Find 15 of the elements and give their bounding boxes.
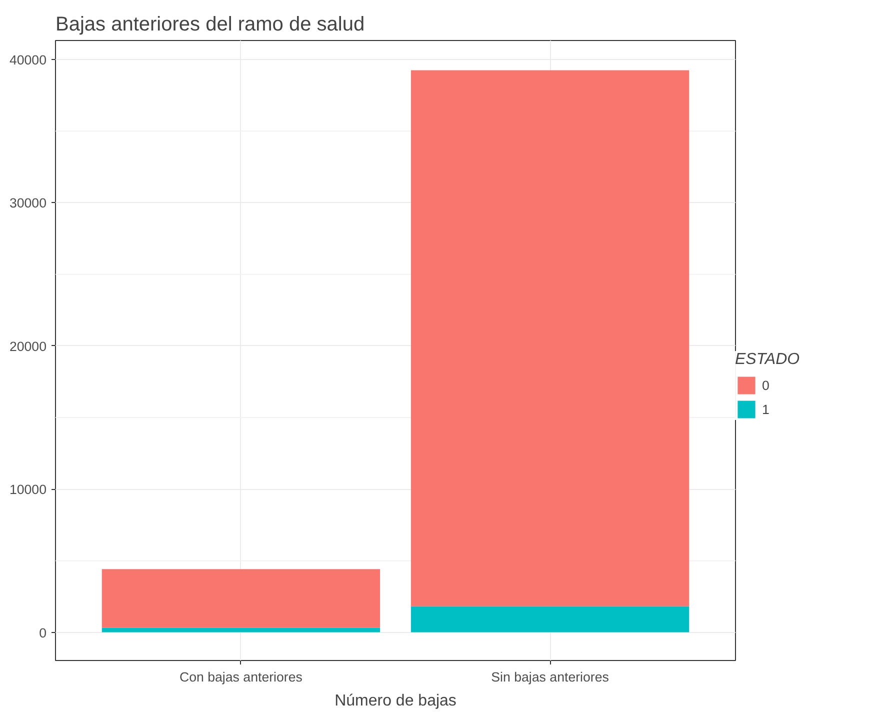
legend-label: 1	[762, 402, 770, 416]
y-tick-label: 20000	[9, 338, 46, 354]
y-tick-label: 10000	[9, 482, 46, 498]
bar	[102, 628, 380, 632]
chart-title: Bajas anteriores del ramo de salud	[56, 14, 365, 36]
bar	[410, 606, 690, 632]
y-tick-label: 40000	[9, 52, 46, 68]
x-tick-label: Con bajas anteriores	[179, 670, 303, 684]
x-axis-title: Número de bajas	[334, 692, 456, 710]
y-tick-label: 30000	[9, 196, 46, 211]
y-tick-label: 0	[39, 625, 47, 640]
legend-label: 0	[762, 378, 770, 392]
bar	[102, 569, 380, 628]
legend-title: ESTADO	[735, 351, 800, 369]
x-tick-label: Sin bajas anteriores	[491, 670, 610, 684]
